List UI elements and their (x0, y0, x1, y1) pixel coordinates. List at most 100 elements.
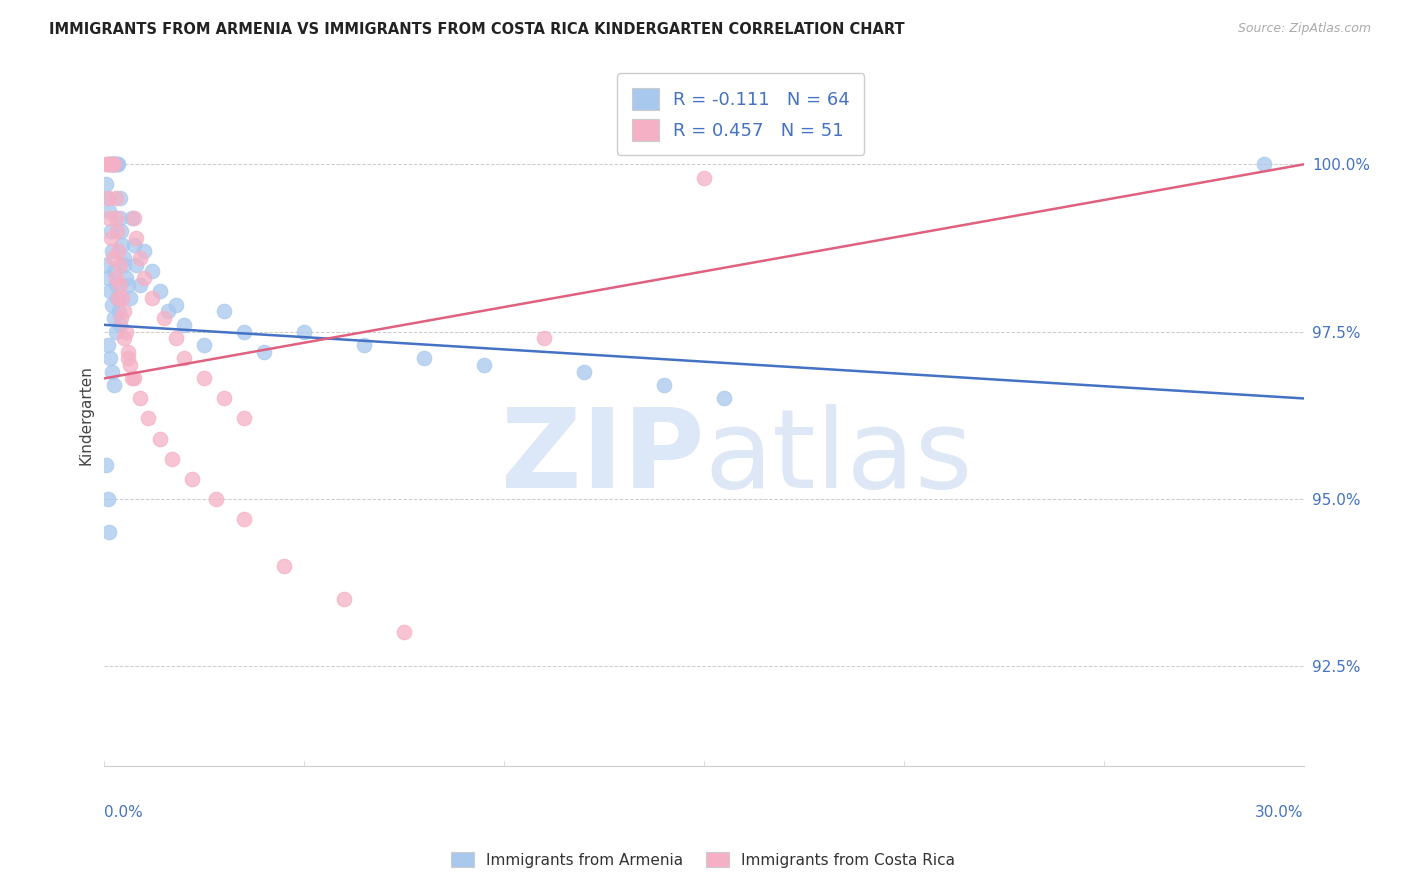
Point (105, 211, 128, 225)
Point (141, 264, 163, 278)
Text: ZIP: ZIP (501, 404, 704, 511)
Point (117, 351, 139, 366)
Point (129, 251, 152, 265)
Point (125, 231, 148, 245)
Point (134, 244, 156, 259)
Legend: Immigrants from Armenia, Immigrants from Costa Rica: Immigrants from Armenia, Immigrants from… (443, 844, 963, 875)
Point (105, 157, 128, 171)
Point (693, 170, 716, 185)
Point (97, 338, 120, 352)
Point (273, 558, 295, 573)
Point (97, 191, 120, 205)
Point (117, 277, 139, 292)
Point (97, 191, 120, 205)
Point (153, 311, 176, 326)
Point (110, 277, 132, 292)
Point (1253, 157, 1275, 171)
Point (652, 378, 675, 392)
Point (392, 625, 415, 640)
Point (233, 325, 256, 339)
Point (110, 211, 132, 225)
Point (103, 157, 125, 171)
Text: IMMIGRANTS FROM ARMENIA VS IMMIGRANTS FROM COSTA RICA KINDERGARTEN CORRELATION C: IMMIGRANTS FROM ARMENIA VS IMMIGRANTS FR… (49, 22, 905, 37)
Point (104, 157, 127, 171)
Point (233, 411, 256, 425)
Point (105, 224, 128, 238)
Point (97, 157, 120, 171)
Point (111, 291, 134, 305)
Point (101, 157, 124, 171)
Point (292, 325, 315, 339)
Point (107, 244, 129, 259)
Point (105, 325, 128, 339)
Point (100, 231, 122, 245)
Point (103, 157, 125, 171)
Point (105, 157, 128, 171)
Point (333, 592, 356, 607)
Point (107, 304, 129, 318)
Point (193, 338, 215, 352)
Point (129, 277, 152, 292)
Point (100, 157, 122, 171)
Point (104, 277, 127, 292)
Point (253, 344, 276, 359)
Point (173, 318, 195, 332)
Point (120, 358, 142, 372)
Point (101, 251, 124, 265)
Point (112, 331, 135, 345)
Point (110, 224, 132, 238)
Point (96, 157, 118, 171)
Point (162, 451, 184, 466)
Point (124, 371, 146, 385)
Legend: R = -0.111   N = 64, R = 0.457   N = 51: R = -0.111 N = 64, R = 0.457 N = 51 (617, 73, 865, 155)
Point (108, 258, 131, 272)
Point (112, 304, 135, 318)
Point (205, 491, 228, 506)
Point (100, 351, 122, 366)
Point (413, 351, 436, 366)
Point (141, 291, 163, 305)
Point (97, 491, 120, 506)
Point (533, 331, 555, 345)
Point (110, 318, 132, 332)
Point (112, 258, 135, 272)
Point (108, 191, 131, 205)
Point (101, 298, 124, 312)
Point (104, 271, 127, 285)
Point (100, 224, 122, 238)
Point (117, 344, 139, 359)
Point (100, 157, 122, 171)
Point (98, 211, 121, 225)
Point (103, 378, 125, 392)
Point (173, 351, 195, 366)
Point (138, 411, 160, 425)
Point (110, 311, 132, 326)
Point (107, 157, 129, 171)
Point (115, 271, 138, 285)
Point (125, 258, 148, 272)
Text: 30.0%: 30.0% (1256, 805, 1303, 820)
Point (103, 264, 125, 278)
Point (101, 157, 124, 171)
Point (101, 244, 124, 259)
Point (107, 291, 129, 305)
Point (121, 371, 143, 385)
Point (100, 157, 122, 171)
Point (101, 157, 124, 171)
Point (129, 392, 152, 406)
Point (124, 211, 146, 225)
Point (124, 237, 146, 252)
Point (165, 298, 187, 312)
Point (103, 311, 125, 326)
Point (101, 365, 124, 379)
Point (96, 458, 118, 473)
Point (214, 392, 236, 406)
Point (353, 338, 375, 352)
Point (100, 285, 122, 299)
Point (713, 392, 735, 406)
Point (572, 365, 595, 379)
Point (97, 157, 120, 171)
Text: 0.0%: 0.0% (104, 805, 143, 820)
Y-axis label: Kindergarten: Kindergarten (79, 365, 93, 465)
Point (134, 271, 156, 285)
